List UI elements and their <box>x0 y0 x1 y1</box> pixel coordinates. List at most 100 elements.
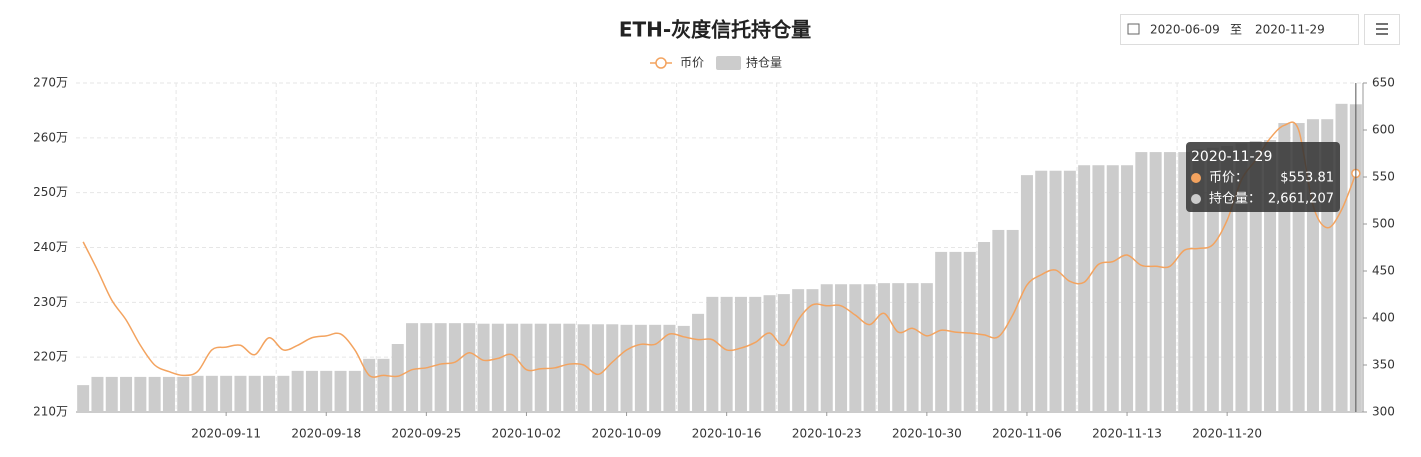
tooltip-label: 币价： <box>1209 171 1248 186</box>
x-tick-label: 2020-11-20 <box>1192 427 1262 441</box>
y2-tick-label: 500 <box>1372 217 1395 231</box>
bar <box>248 375 261 412</box>
bar <box>563 323 576 412</box>
bar <box>749 296 762 412</box>
start-date[interactable]: 2020-06-09 <box>1150 23 1220 37</box>
bar <box>606 324 619 412</box>
y2-tick-label: 450 <box>1372 264 1395 278</box>
menu-button[interactable] <box>1364 14 1400 45</box>
bar <box>1149 152 1162 412</box>
bar <box>177 376 190 412</box>
bar <box>577 324 590 412</box>
bar <box>91 376 104 412</box>
bar <box>105 376 118 412</box>
bar <box>806 289 819 412</box>
x-tick-label: 2020-11-13 <box>1092 427 1162 441</box>
bar <box>1163 152 1176 412</box>
bar <box>377 358 390 412</box>
end-date[interactable]: 2020-11-29 <box>1255 23 1325 37</box>
calendar-icon <box>1127 23 1140 35</box>
bar <box>992 229 1005 412</box>
bar <box>448 323 461 412</box>
bar <box>777 294 790 412</box>
y2-tick-label: 300 <box>1372 405 1395 419</box>
bar <box>963 251 976 412</box>
bar <box>849 284 862 412</box>
bar <box>220 375 233 412</box>
x-tick-label: 2020-10-02 <box>492 427 562 441</box>
bar <box>134 376 147 412</box>
range-separator: 至 <box>1230 23 1242 37</box>
bar <box>320 370 333 412</box>
bar <box>1063 170 1076 412</box>
bar <box>534 323 547 412</box>
menu-icon <box>1376 23 1388 35</box>
legend-label: 币价 <box>680 56 704 70</box>
bar <box>706 296 719 412</box>
bar <box>263 375 276 412</box>
bar <box>291 370 304 412</box>
bar <box>1092 165 1105 412</box>
bar <box>677 325 690 412</box>
y2-tick-label: 600 <box>1372 123 1395 137</box>
x-tick-label: 2020-09-25 <box>391 427 461 441</box>
chart-title: ETH-灰度信托持仓量 <box>619 18 811 42</box>
bar <box>877 283 890 412</box>
bar <box>620 324 633 412</box>
date-range[interactable]: 2020-06-09 至 2020-11-29 <box>1120 14 1359 45</box>
tooltip-value: $553.81 <box>1280 171 1334 186</box>
bar <box>978 242 991 412</box>
bar <box>277 375 290 412</box>
x-tick-label: 2020-09-18 <box>291 427 361 441</box>
bar <box>520 323 533 412</box>
tooltip-dot <box>1191 173 1201 183</box>
x-tick-label: 2020-10-09 <box>592 427 662 441</box>
bar <box>720 296 733 412</box>
y-tick-label: 240万 <box>33 240 68 254</box>
legend-marker <box>655 57 667 69</box>
bar <box>1035 170 1048 412</box>
bar <box>820 284 833 412</box>
bar <box>406 323 419 412</box>
bar <box>906 283 919 412</box>
y-tick-label: 250万 <box>33 185 68 199</box>
bar <box>506 323 519 412</box>
tooltip-label: 持仓量： <box>1209 192 1261 207</box>
bar <box>734 296 747 412</box>
bar <box>920 283 933 412</box>
bar <box>663 324 676 412</box>
bar <box>835 284 848 412</box>
y-tick-label: 210万 <box>33 405 68 419</box>
bar <box>463 323 476 412</box>
y2-tick-label: 550 <box>1372 170 1395 184</box>
bar <box>120 376 133 412</box>
bar <box>1192 149 1205 412</box>
bar <box>191 375 204 412</box>
bar <box>935 251 948 412</box>
bar <box>1206 147 1219 412</box>
x-tick-label: 2020-10-23 <box>792 427 862 441</box>
tooltip-date: 2020-11-29 <box>1191 149 1272 165</box>
bar <box>692 313 705 412</box>
bar <box>205 375 218 412</box>
y2-tick-label: 650 <box>1372 76 1395 90</box>
bar <box>892 283 905 412</box>
bar <box>234 375 247 412</box>
bar <box>1006 229 1019 412</box>
legend-label: 持仓量 <box>746 55 782 70</box>
bar <box>77 385 90 412</box>
bar <box>348 370 361 412</box>
bar <box>477 323 490 412</box>
tooltip: 2020-11-29 币价： $553.81 持仓量： 2,661,207 <box>1186 142 1340 212</box>
tooltip-value: 2,661,207 <box>1268 192 1334 207</box>
bar <box>1020 175 1033 412</box>
date-range-box[interactable] <box>1120 14 1359 45</box>
bar <box>1049 170 1062 412</box>
legend-swatch <box>716 56 742 70</box>
x-tick-label: 2020-10-30 <box>892 427 962 441</box>
bar <box>634 324 647 412</box>
bar <box>763 295 776 412</box>
y-tick-label: 260万 <box>33 130 68 144</box>
bar <box>1078 165 1091 412</box>
